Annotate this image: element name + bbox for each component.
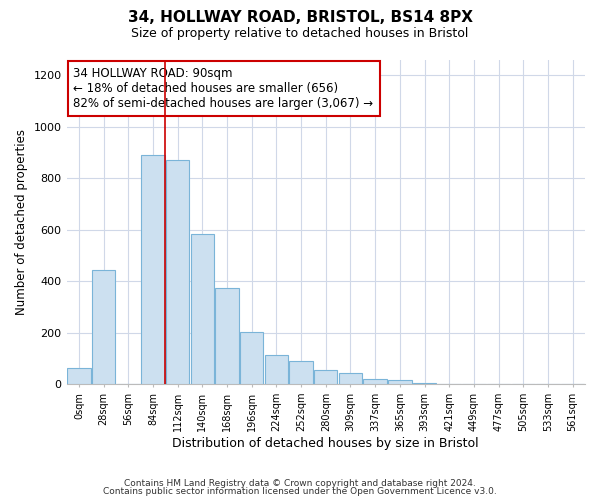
Bar bbox=[388, 380, 412, 384]
Bar bbox=[67, 368, 91, 384]
Text: 34, HOLLWAY ROAD, BRISTOL, BS14 8PX: 34, HOLLWAY ROAD, BRISTOL, BS14 8PX bbox=[128, 10, 473, 25]
Text: 34 HOLLWAY ROAD: 90sqm
← 18% of detached houses are smaller (656)
82% of semi-de: 34 HOLLWAY ROAD: 90sqm ← 18% of detached… bbox=[73, 67, 374, 110]
Bar bbox=[240, 332, 263, 384]
Y-axis label: Number of detached properties: Number of detached properties bbox=[15, 129, 28, 315]
X-axis label: Distribution of detached houses by size in Bristol: Distribution of detached houses by size … bbox=[172, 437, 479, 450]
Bar bbox=[215, 288, 239, 384]
Bar bbox=[364, 379, 387, 384]
Bar bbox=[141, 155, 164, 384]
Text: Size of property relative to detached houses in Bristol: Size of property relative to detached ho… bbox=[131, 28, 469, 40]
Bar bbox=[289, 361, 313, 384]
Bar bbox=[166, 160, 190, 384]
Bar bbox=[265, 354, 288, 384]
Bar bbox=[339, 372, 362, 384]
Bar bbox=[314, 370, 337, 384]
Text: Contains HM Land Registry data © Crown copyright and database right 2024.: Contains HM Land Registry data © Crown c… bbox=[124, 478, 476, 488]
Bar bbox=[191, 234, 214, 384]
Text: Contains public sector information licensed under the Open Government Licence v3: Contains public sector information licen… bbox=[103, 487, 497, 496]
Bar bbox=[413, 383, 436, 384]
Bar bbox=[92, 270, 115, 384]
